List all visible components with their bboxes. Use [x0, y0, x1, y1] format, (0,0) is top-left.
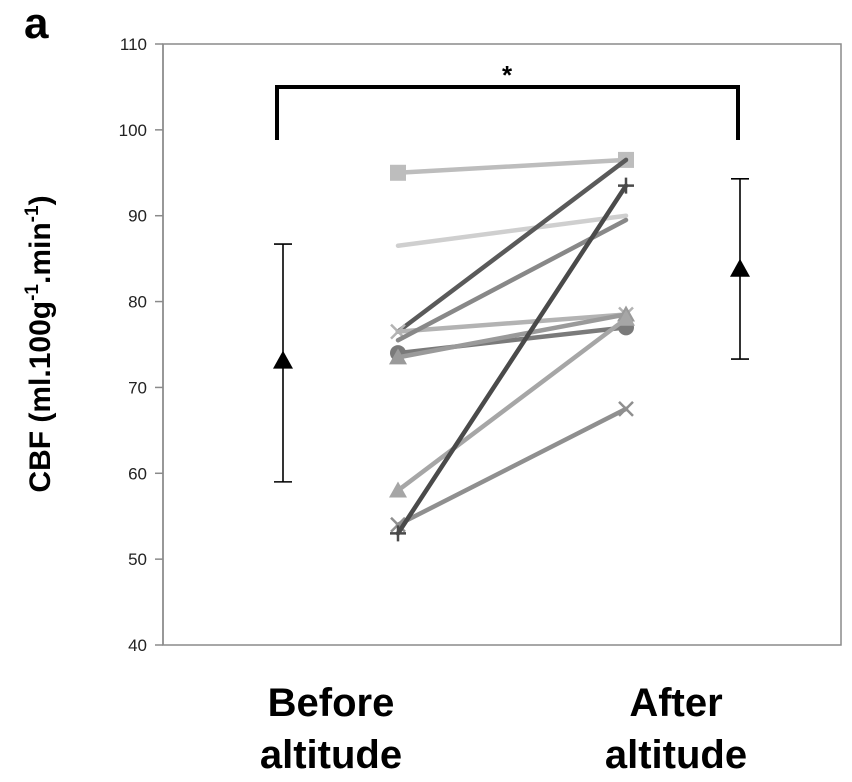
subject-line — [395, 157, 629, 334]
x-category-after-line2: altitude — [605, 733, 747, 777]
plus-marker — [390, 525, 406, 542]
subject-series — [389, 309, 635, 498]
subject-line — [395, 312, 629, 334]
mean-sd-layer — [273, 177, 750, 483]
y-axis-label: CBF (ml.100g-1.min-1) — [22, 195, 57, 492]
mean-triangle-marker — [273, 350, 293, 369]
subject-line — [395, 316, 629, 493]
significance-star: * — [502, 60, 513, 90]
triangle-marker — [389, 348, 407, 365]
x-marker — [618, 401, 634, 417]
y-tick-label: 40 — [128, 636, 147, 655]
subject-line — [395, 213, 629, 249]
mean-triangle-marker — [730, 258, 750, 277]
x-category-before-line1: Before — [268, 681, 395, 725]
subject-line — [395, 157, 629, 176]
y-tick-label: 60 — [128, 464, 147, 483]
y-tick-label: 80 — [128, 293, 147, 312]
y-axis-label-sup1: -1 — [22, 284, 43, 301]
y-axis-label-sup2: -1 — [22, 205, 43, 222]
plus-marker — [618, 177, 634, 194]
x-category-before: Before altitude — [260, 681, 402, 777]
plot-area — [162, 43, 842, 646]
subject-series — [395, 157, 629, 334]
triangle-marker — [617, 309, 635, 326]
y-axis-label-end: ) — [24, 195, 57, 205]
x-category-after: After altitude — [605, 681, 747, 777]
subject-line — [395, 312, 629, 360]
subject-series — [390, 177, 634, 542]
y-axis-label-mid: .min — [24, 222, 57, 284]
y-ticks: 40 50 60 70 80 90 100 110 — [119, 35, 163, 655]
series-layer — [389, 151, 635, 542]
triangle-marker — [389, 481, 407, 498]
y-tick-label: 110 — [120, 35, 147, 54]
x-category-before-line2: altitude — [260, 733, 402, 777]
y-tick-label: 100 — [119, 121, 147, 140]
mean-sd-group — [730, 177, 750, 360]
mean-sd-group — [273, 243, 293, 483]
panel-label: a — [24, 0, 49, 48]
bracket-line — [275, 85, 740, 140]
subject-line — [395, 406, 629, 528]
x-category-after-line1: After — [629, 681, 722, 725]
y-tick-label: 50 — [128, 550, 147, 569]
y-axis-label-base: CBF (ml.100g — [24, 301, 57, 493]
y-tick-label: 70 — [128, 378, 147, 397]
square-marker — [390, 164, 406, 181]
subject-series — [395, 213, 629, 249]
y-tick-label: 90 — [128, 207, 147, 226]
significance-bracket: * — [275, 60, 740, 140]
subject-line — [395, 183, 629, 536]
